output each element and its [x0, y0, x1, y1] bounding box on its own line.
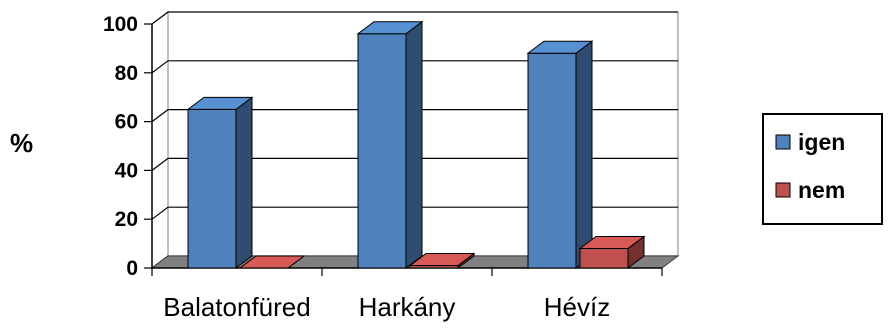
y-tick-label-60: 60: [115, 111, 138, 134]
bar-top: [238, 255, 306, 269]
gridline-40: [151, 157, 678, 171]
back-wall: [167, 11, 679, 257]
labels: % 0 20 40 60 80 100 Balatonfüred Harkány Hévíz: [10, 13, 610, 322]
axes: [144, 23, 663, 276]
bar-top: [408, 253, 476, 267]
bar-front: [579, 247, 629, 269]
legend-box: [762, 113, 883, 225]
bar-top: [526, 40, 594, 54]
bar-top: [186, 96, 254, 110]
y-tick-label-100: 100: [103, 13, 138, 36]
legend-swatch-igen: [775, 134, 791, 150]
bar-top: [356, 21, 424, 35]
bar-side: [235, 96, 253, 269]
bar-nem-2: [578, 235, 646, 269]
y-tick-label-80: 80: [115, 62, 138, 85]
x-tick-label-0: Balatonfüred: [163, 292, 310, 322]
x-tick-label-2: Hévíz: [544, 292, 610, 322]
legend-label-igen: igen: [798, 129, 845, 155]
gridline-100: [151, 11, 678, 25]
bar-igen-0: [186, 96, 254, 269]
legend-label-nem: nem: [798, 177, 845, 203]
bar-front: [527, 52, 577, 269]
y-tick-label-0: 0: [126, 257, 138, 280]
y-tick-label-40: 40: [115, 159, 138, 182]
legend-swatch-nem: [775, 182, 791, 198]
gridline-80: [151, 60, 678, 74]
bars: [186, 20, 646, 269]
bar-igen-2: [526, 40, 594, 269]
bar-front: [357, 33, 407, 269]
bar-top: [578, 235, 646, 249]
bar-side: [575, 40, 593, 269]
side-wall: [151, 11, 169, 269]
bar-nem-1: [408, 252, 476, 269]
bar-front: [187, 108, 237, 269]
gridline-20: [151, 206, 678, 220]
legend: igen nem: [762, 113, 883, 225]
bar-nem-0: [238, 255, 306, 269]
bar-igen-1: [356, 20, 424, 269]
y-tick-label-20: 20: [115, 208, 138, 231]
x-tick-label-1: Harkány: [359, 292, 456, 322]
y-axis-label: %: [10, 128, 33, 158]
gridline-60: [151, 108, 678, 123]
bar-side: [405, 20, 423, 269]
